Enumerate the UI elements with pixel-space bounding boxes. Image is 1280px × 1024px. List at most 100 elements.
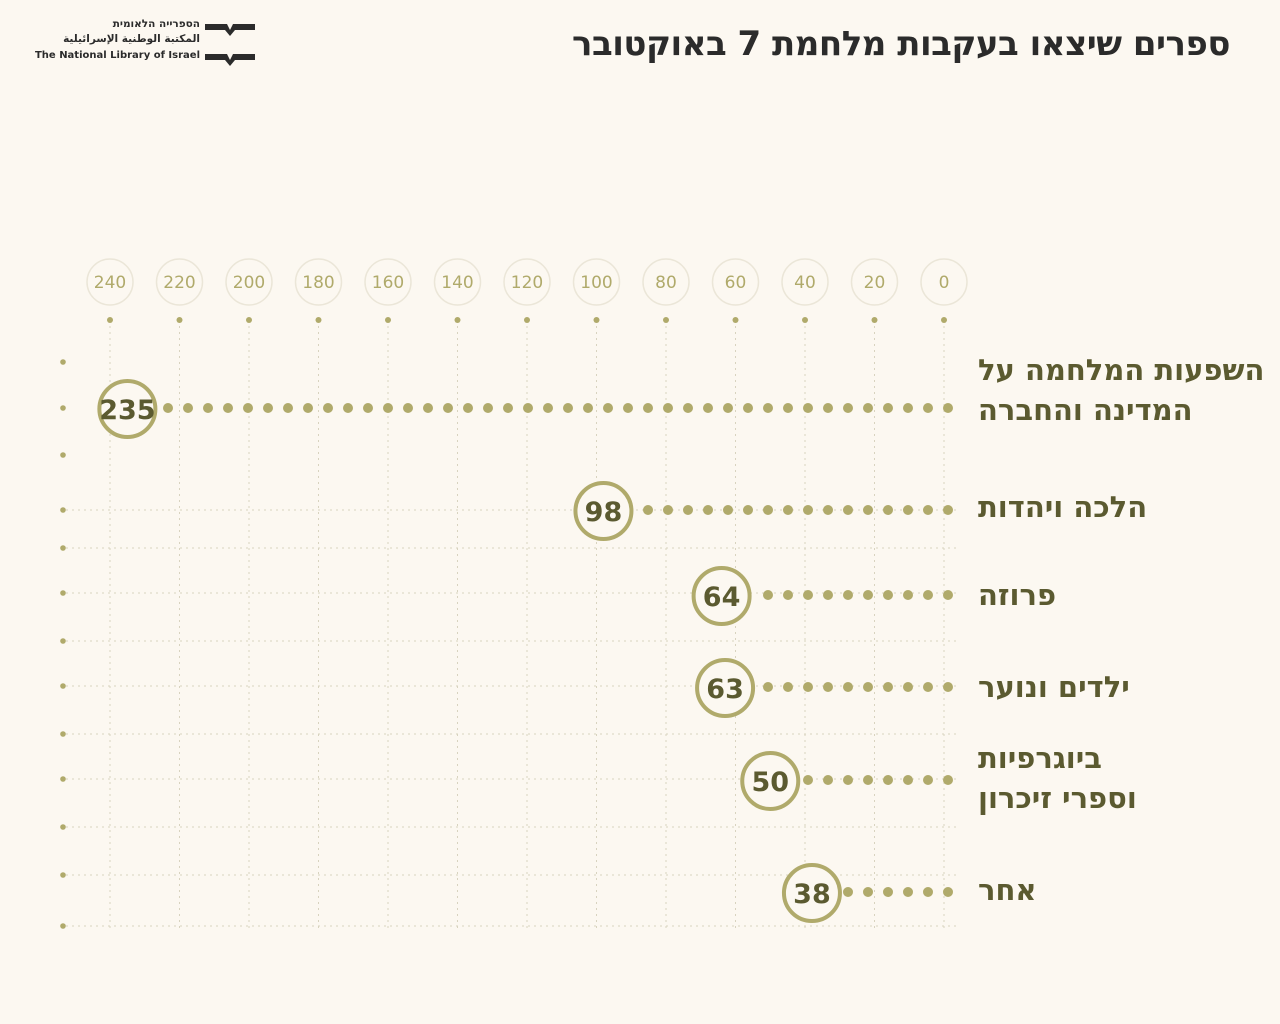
bar-dot (703, 505, 713, 515)
bar-dot (843, 775, 853, 785)
category-label-line: פרוזה (978, 578, 1057, 612)
bar-dot (883, 403, 893, 413)
value-label: 64 (703, 582, 741, 613)
bar-dot (323, 403, 333, 413)
tick-dot (385, 317, 391, 323)
bar-dot (843, 590, 853, 600)
bar-dot (483, 403, 493, 413)
chart-title: ספרים שיצאו בעקבות מלחמת 7 באוקטובר (572, 24, 1230, 64)
bar-dot (163, 403, 173, 413)
bar-dot (743, 403, 753, 413)
category-label-line: המדינה והחברה (978, 393, 1193, 427)
bar-dot (883, 590, 893, 600)
row-marker-dot (60, 683, 66, 689)
tick-circle (225, 258, 273, 306)
bar-dot (863, 505, 873, 515)
value-circle (691, 566, 752, 626)
bar-dot (863, 682, 873, 692)
bar-dot (703, 403, 713, 413)
row-marker-dot (60, 776, 66, 782)
bar-dot (903, 887, 913, 897)
bar-dot (943, 682, 953, 692)
x-tick-label: 40 (794, 273, 816, 293)
row-marker-dot (60, 507, 66, 513)
bar-dot (263, 403, 273, 413)
value-circle (97, 379, 158, 439)
tick-circle (711, 258, 760, 306)
bar-dot (683, 403, 693, 413)
bar-dot (803, 682, 813, 692)
bar-dot (763, 682, 773, 692)
category-label: פרוזה (978, 575, 1278, 615)
bar-dot (803, 775, 813, 785)
bar-dot (863, 403, 873, 413)
bar-dot (423, 403, 433, 413)
bar-dot (743, 505, 753, 515)
bar-dot (883, 887, 893, 897)
bar-dot (923, 403, 933, 413)
bar-dot (723, 403, 733, 413)
bar-dot (283, 403, 293, 413)
value-label: 63 (706, 674, 744, 705)
tick-circle (781, 258, 829, 306)
bar-dot (463, 403, 473, 413)
tick-circle (503, 258, 551, 306)
x-tick-label: 220 (163, 273, 195, 293)
category-label-line: ילדים ונוער (978, 670, 1130, 704)
value-label: 50 (751, 767, 789, 798)
row-marker-dot (60, 638, 66, 644)
tick-circle (364, 258, 412, 306)
bar-dot (643, 505, 653, 515)
value-label: 235 (99, 395, 155, 426)
bar-dot (823, 590, 833, 600)
bar-dot (903, 403, 913, 413)
book-icon (205, 24, 255, 66)
tick-dot (732, 317, 739, 323)
row-marker-dot (60, 359, 66, 365)
bar-dot (903, 590, 913, 600)
bar-dot (223, 403, 233, 413)
tick-circle (920, 258, 968, 306)
bar-dot (923, 505, 933, 515)
bar-dot (723, 505, 733, 515)
tick-circle (850, 258, 899, 306)
bar-dot (543, 403, 553, 413)
row-marker-dot (60, 590, 66, 596)
category-label: השפעות המלחמה על המדינה והחברה (978, 350, 1278, 430)
bar-dot (883, 505, 893, 515)
bar-dot (803, 505, 813, 515)
bar-dot (943, 590, 953, 600)
tick-dot (176, 317, 183, 323)
bar-dot (243, 403, 253, 413)
bar-dot (863, 887, 873, 897)
x-tick-label: 160 (372, 273, 404, 293)
bar-dot (443, 403, 453, 413)
value-circle (695, 658, 756, 718)
tick-dot (246, 317, 252, 323)
x-tick-label: 240 (94, 273, 126, 293)
bar-dot (303, 403, 313, 413)
bar-dot (783, 505, 793, 515)
x-tick-label: 180 (302, 273, 334, 293)
tick-circle (86, 258, 134, 306)
bar-dot (583, 403, 593, 413)
bar-dot (923, 590, 933, 600)
bar-dot (763, 403, 773, 413)
tick-dot (663, 317, 669, 323)
tick-dot (315, 317, 322, 323)
bar-dot (183, 403, 193, 413)
bar-dot (863, 590, 873, 600)
value-label: 38 (793, 879, 831, 910)
x-tick-label: 100 (580, 273, 612, 293)
x-tick-label: 80 (655, 273, 677, 293)
bar-dot (903, 775, 913, 785)
bar-dot (663, 403, 673, 413)
category-label-line: השפעות המלחמה על (978, 353, 1265, 387)
tick-dot (593, 317, 600, 323)
bar-dot (623, 403, 633, 413)
bar-dot (883, 775, 893, 785)
bar-dot (883, 682, 893, 692)
category-label-line: הלכה ויהדות (978, 490, 1148, 524)
bar-dot (203, 403, 213, 413)
